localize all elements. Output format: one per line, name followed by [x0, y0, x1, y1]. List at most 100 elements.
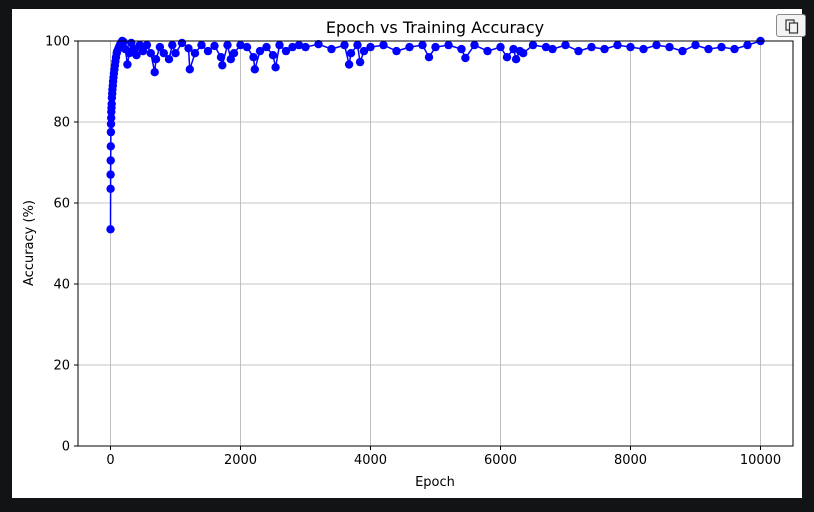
data-point — [600, 44, 609, 54]
y-tick-label: 40 — [53, 278, 70, 293]
data-point — [185, 65, 194, 74]
data-point — [626, 42, 635, 52]
data-point — [150, 68, 159, 77]
data-point — [548, 44, 557, 54]
data-point — [519, 49, 528, 58]
series-line — [109, 40, 761, 230]
series-accuracy — [106, 36, 765, 234]
data-point — [418, 40, 427, 50]
data-point — [268, 51, 278, 60]
data-point — [743, 40, 752, 50]
data-point — [106, 127, 116, 137]
data-point — [355, 57, 365, 67]
data-point — [717, 42, 726, 52]
data-point — [496, 42, 505, 52]
data-point — [392, 46, 401, 56]
data-point — [511, 55, 521, 64]
data-point — [574, 46, 583, 56]
data-point — [159, 49, 168, 58]
data-point — [106, 119, 116, 129]
data-point — [561, 40, 570, 50]
data-point — [164, 55, 174, 64]
data-point — [457, 44, 466, 54]
data-point — [197, 40, 206, 50]
data-point — [344, 60, 354, 69]
data-point — [366, 42, 375, 52]
data-point — [249, 53, 258, 62]
data-point — [119, 37, 128, 46]
data-point — [314, 40, 323, 49]
data-point — [613, 40, 622, 50]
data-point — [242, 42, 252, 52]
x-tick-label: 4000 — [354, 453, 387, 468]
copy-button[interactable] — [776, 14, 806, 37]
data-point — [405, 42, 414, 52]
data-point — [236, 40, 245, 50]
data-point — [470, 40, 479, 50]
data-point — [210, 41, 219, 51]
data-point — [262, 42, 271, 52]
y-tick-label: 60 — [53, 197, 70, 212]
data-point — [271, 63, 280, 72]
data-point — [184, 44, 193, 53]
data-point — [106, 142, 116, 151]
data-point — [250, 65, 259, 74]
data-point — [652, 40, 661, 50]
data-point — [216, 53, 226, 62]
plot-area — [77, 40, 794, 447]
data-point — [461, 53, 470, 63]
data-point — [294, 40, 304, 50]
data-point — [301, 42, 310, 52]
data-point — [218, 61, 227, 70]
data-point — [730, 44, 739, 54]
data-point — [483, 46, 492, 56]
data-point — [151, 55, 161, 64]
data-point — [379, 40, 388, 50]
x-axis-ticks: 0 2000 4000 6000 8000 10000 — [106, 446, 781, 468]
y-tick-label: 100 — [45, 35, 70, 50]
x-axis-label: Epoch — [415, 475, 455, 490]
data-point — [353, 40, 362, 50]
data-point — [255, 46, 265, 56]
data-point — [431, 42, 440, 52]
data-point — [106, 156, 115, 165]
data-point — [502, 53, 512, 62]
y-tick-label: 0 — [62, 440, 70, 455]
data-point — [288, 42, 297, 52]
data-point — [223, 40, 232, 50]
plot-frame: Epoch vs Training Accuracy 0 2000 4000 6000… — [12, 9, 802, 498]
chart-title: Epoch vs Training Accuracy — [326, 18, 544, 37]
data-point — [190, 49, 200, 58]
y-tick-label: 80 — [53, 116, 70, 131]
data-point — [639, 44, 648, 54]
data-point — [132, 51, 141, 60]
data-point — [359, 46, 369, 56]
data-point — [528, 40, 538, 50]
data-point — [146, 49, 155, 58]
data-point — [509, 44, 518, 54]
data-point — [424, 53, 434, 62]
chart: Epoch vs Training Accuracy 0 2000 4000 6000… — [22, 18, 794, 490]
data-point — [327, 44, 336, 54]
data-point — [229, 49, 239, 58]
x-tick-label: 6000 — [484, 453, 517, 468]
x-tick-label: 8000 — [614, 453, 647, 468]
data-point — [142, 40, 152, 50]
data-point — [587, 42, 596, 52]
data-point — [177, 38, 187, 48]
data-point — [171, 49, 180, 58]
grid-lines — [78, 40, 793, 447]
copy-icon — [785, 19, 799, 34]
data-point — [138, 46, 148, 56]
data-point — [444, 40, 453, 50]
data-point — [106, 225, 115, 234]
data-point — [678, 46, 687, 56]
data-point — [665, 42, 674, 52]
data-point — [275, 40, 284, 50]
data-point — [281, 46, 291, 56]
data-point — [691, 40, 700, 50]
data-point — [106, 184, 115, 193]
data-point — [346, 49, 356, 58]
x-tick-label: 10000 — [740, 453, 781, 468]
data-point — [704, 44, 713, 54]
